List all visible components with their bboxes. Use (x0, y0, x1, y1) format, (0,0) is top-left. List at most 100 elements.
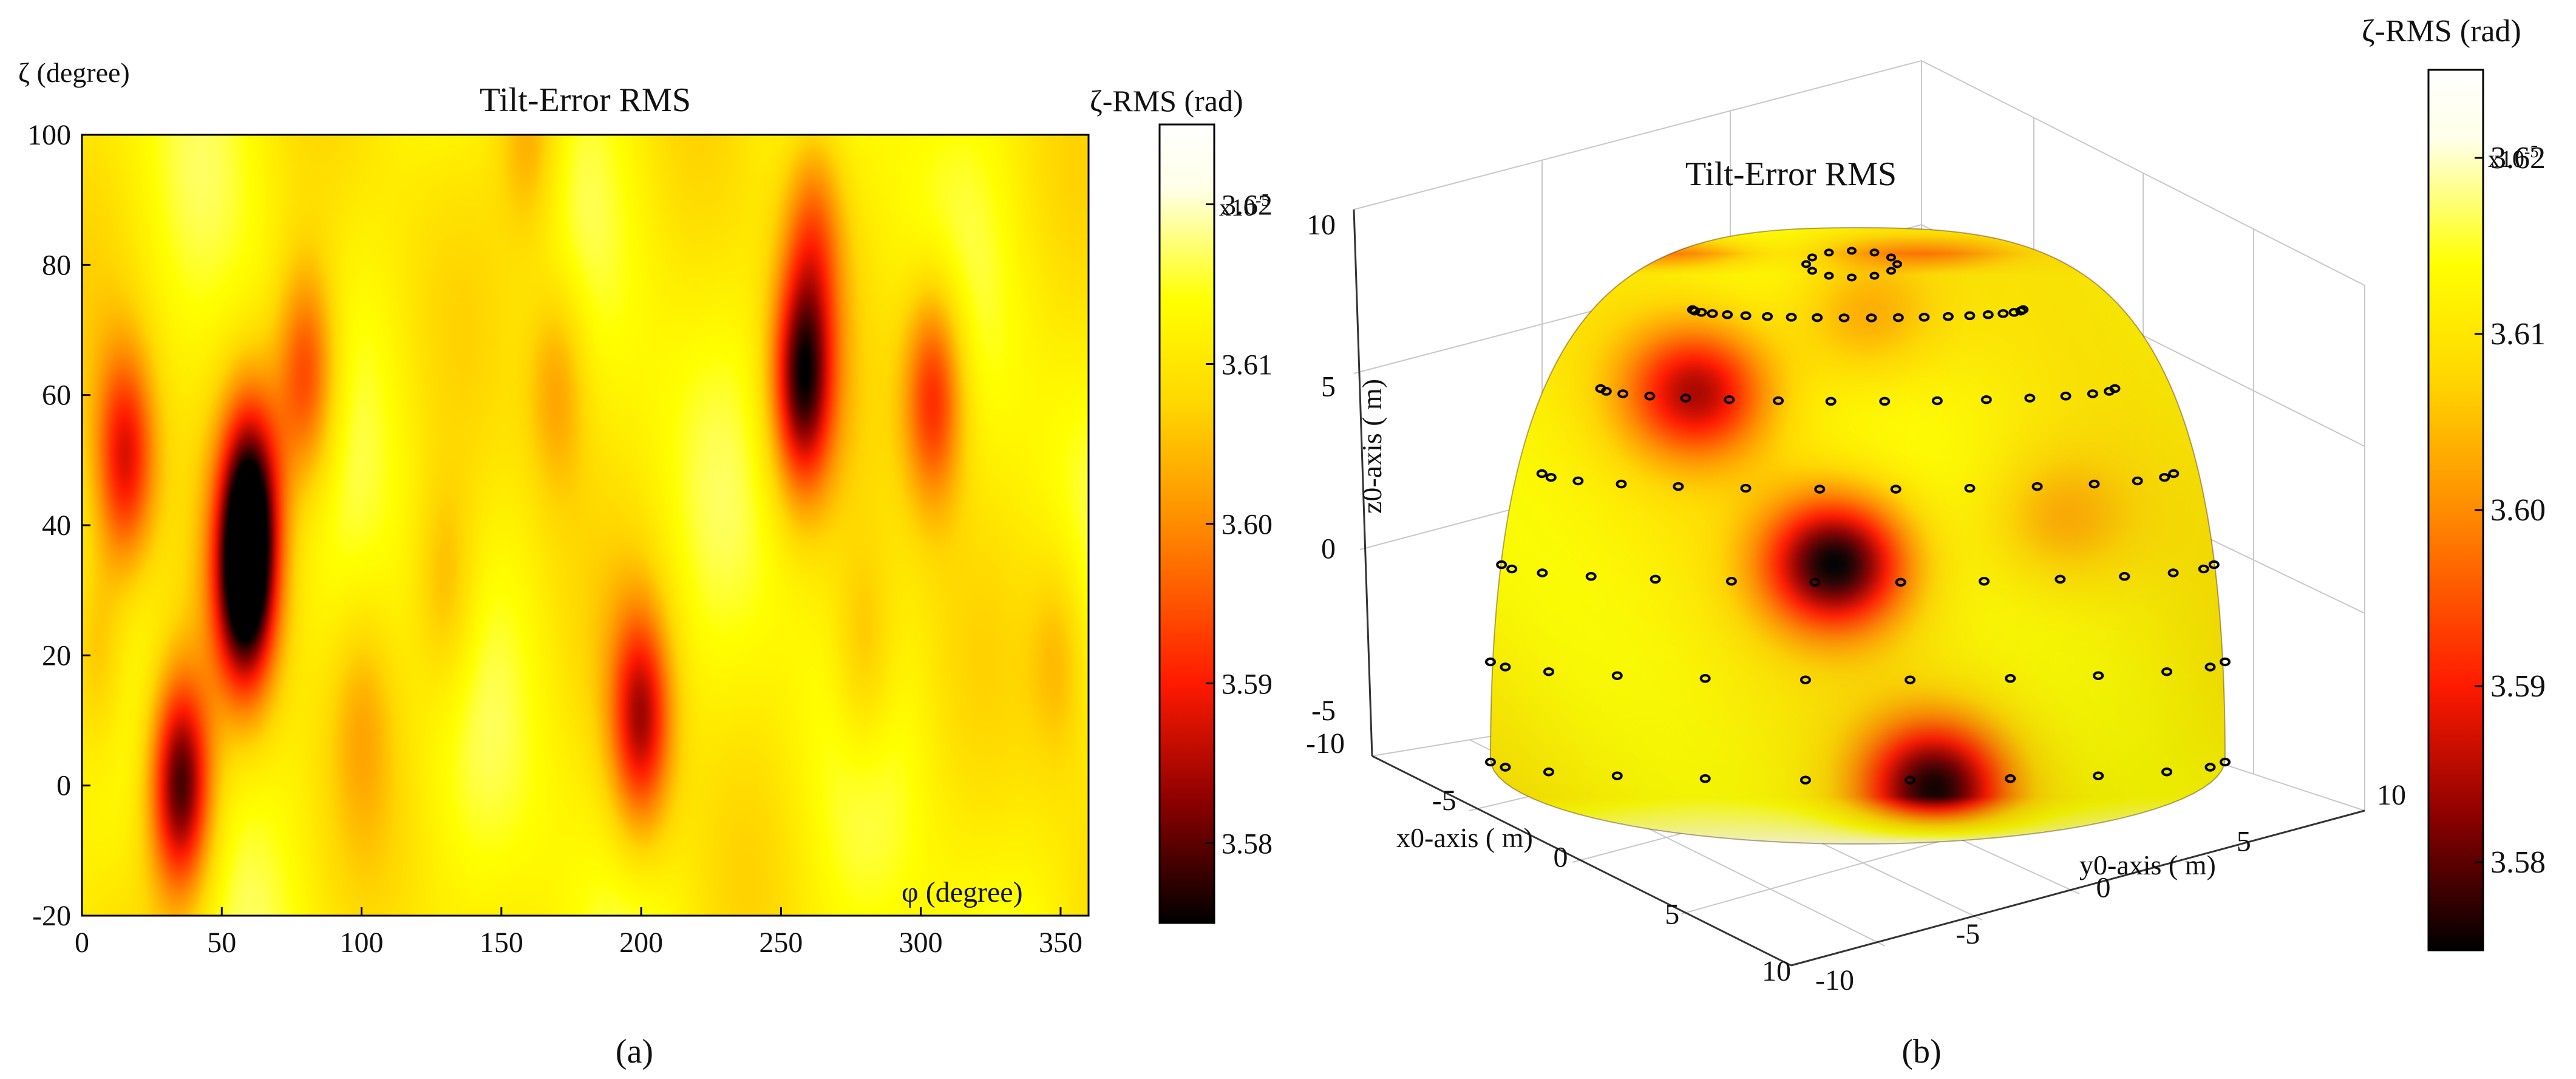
measurement-point-marker (1617, 389, 1629, 398)
measurement-point-marker (1869, 248, 1880, 257)
y-tick-label: -5 (1956, 918, 1980, 950)
measurement-point-marker (1500, 763, 1511, 772)
measurement-point-marker (2093, 771, 2104, 780)
measurement-point-marker (1918, 313, 1930, 322)
panel-a-ylabel: ζ (degree) (18, 57, 130, 88)
measurement-point-marker (1650, 574, 1661, 584)
measurement-point-marker (2088, 479, 2100, 489)
measurement-point-marker (1773, 396, 1784, 406)
measurement-point-marker (1496, 560, 1507, 570)
measurement-point-marker (2220, 757, 2231, 767)
x-tick-label: 50 (207, 927, 236, 959)
x-tick-label: 250 (759, 927, 803, 959)
measurement-point-marker (1838, 313, 1850, 322)
z-tick-label: 0 (1321, 533, 1336, 565)
measurement-point-marker (1611, 671, 1623, 680)
measurement-point-marker (1847, 247, 1857, 255)
measurement-point-marker (1905, 775, 1916, 785)
measurement-point-marker (1895, 577, 1906, 587)
measurement-point-marker (1886, 253, 1896, 262)
dome-outline (1489, 226, 2226, 845)
measurement-point-marker (1799, 675, 1811, 684)
measurement-point-marker (2204, 662, 2216, 672)
measurement-point-marker (1807, 267, 1817, 275)
measurement-point-marker (1799, 775, 1811, 785)
panel-b-colorbar-title: ζ-RMS (rad) (2362, 14, 2521, 49)
panel-a-colorbar-exponent-power: -5 (1256, 191, 1269, 210)
panel-a-colorbar-exponent: x10-5 (1219, 191, 1269, 221)
y-tick-label: 100 (27, 119, 71, 151)
measurement-point-marker (2204, 763, 2216, 772)
measurement-point-marker (2159, 472, 2170, 482)
measurement-point-marker (1847, 273, 1857, 282)
measurement-point-marker (1680, 393, 1691, 403)
measurement-point-marker (1931, 396, 1943, 406)
measurement-point-marker (2119, 572, 2130, 581)
x-tick-label: 10 (1762, 955, 1791, 987)
y-tick-label: -20 (32, 900, 71, 932)
colorbar-tick-label: 3.59 (2490, 669, 2546, 704)
z-axis-line (1353, 209, 1373, 757)
measurement-point-marker (1964, 311, 1976, 321)
panel-b-zlabel: z0-axis ( m) (1356, 379, 1387, 514)
measurement-point-marker (1807, 253, 1817, 262)
y-tick-label: 5 (2237, 825, 2251, 857)
measurement-point-marker (2093, 671, 2104, 680)
measurement-point-marker (2161, 667, 2172, 676)
x-axis-line (1371, 755, 1792, 967)
colorbar-tick-label: 3.60 (1222, 509, 1273, 541)
panel-b-y-ticks: -10 -5 0 5 10 (1815, 779, 2406, 996)
measurement-point-marker (2017, 305, 2029, 315)
colorbar-tick-label: 3.62 (1222, 189, 1273, 222)
measurement-point-marker (2087, 389, 2098, 398)
dome-markers (1485, 247, 2231, 785)
measurement-point-marker (1485, 757, 1496, 767)
measurement-point-marker (2054, 574, 2066, 584)
measurement-point-marker (2208, 560, 2220, 570)
measurement-point-marker (1824, 248, 1834, 257)
x-tick-label: 5 (1665, 898, 1679, 930)
panel-b-xlabel: x0-axis ( m) (1396, 822, 1533, 853)
measurement-point-marker (1866, 313, 1877, 322)
panel-a: Tilt-Error RMS ζ (degree) φ (degree) 0 50… (18, 57, 1273, 1070)
measurement-point-marker (1616, 479, 1627, 489)
measurement-point-marker (1879, 397, 1891, 406)
measurement-point-marker (1809, 577, 1821, 587)
measurement-point-marker (1536, 469, 1548, 478)
y-tick-label: 10 (2377, 779, 2406, 811)
measurement-point-marker (1485, 657, 1496, 667)
panel-a-x-ticks: 0 50 100 150 200 250 300 350 (75, 907, 1082, 959)
panel-b-z-ticks: 10 5 0 -5 (1307, 209, 1336, 727)
measurement-point-marker (1545, 472, 1557, 482)
measurement-point-marker (1543, 667, 1554, 676)
z-tick-label: 5 (1321, 371, 1336, 403)
measurement-point-marker (2198, 564, 2209, 574)
panel-a-xlabel: φ (degree) (902, 876, 1023, 908)
measurement-point-marker (2031, 482, 2043, 491)
measurement-point-marker (1585, 572, 1597, 581)
measurement-point-marker (1892, 313, 1904, 322)
measurement-point-marker (1537, 568, 1548, 577)
measurement-point-marker (1869, 271, 1880, 280)
y-tick-label: 60 (42, 380, 71, 412)
panel-b-colorbar-ticks: 3.62 3.61 3.60 3.59 3.58 (2475, 141, 2546, 880)
measurement-point-marker (1611, 771, 1623, 780)
measurement-point-marker (2005, 674, 2016, 683)
y-tick-label: 0 (56, 770, 71, 802)
measurement-point-marker (1506, 564, 1518, 574)
panel-b-colorbar (2427, 69, 2484, 951)
measurement-point-marker (1722, 310, 1733, 319)
panel-b-ylabel: y0-axis ( m) (2079, 849, 2216, 880)
measurement-point-marker (1762, 312, 1773, 321)
measurement-point-marker (1500, 662, 1511, 672)
measurement-point-marker (1699, 774, 1711, 783)
measurement-point-marker (1543, 767, 1554, 777)
measurement-point-marker (1707, 309, 1718, 318)
panel-b-front-axes (1353, 209, 2365, 967)
measurement-point-marker (2060, 392, 2071, 401)
measurement-point-marker (1786, 313, 1797, 322)
panel-a-colorbar (1158, 123, 1215, 924)
colorbar-tick-label: 3.59 (1222, 669, 1273, 701)
